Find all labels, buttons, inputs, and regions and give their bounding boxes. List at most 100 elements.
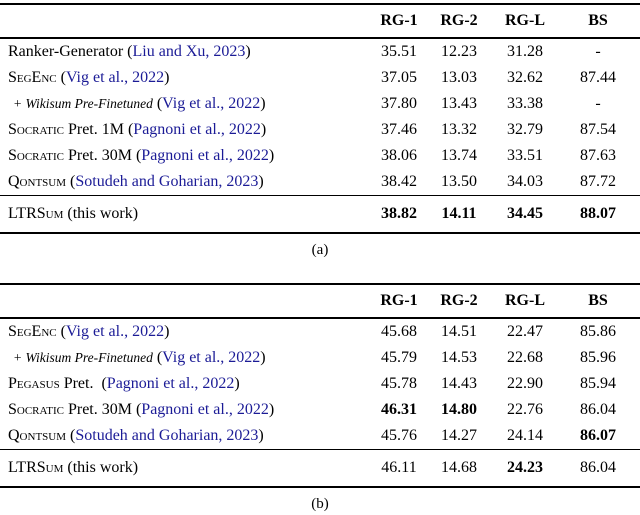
- pre-final-rule: [0, 194, 640, 196]
- final-row-slot: LTRSum (this work) 46.11 14.68 24.23 86.04: [0, 450, 640, 486]
- metric-value: 86.04: [580, 459, 616, 476]
- column-header: RG-2: [440, 12, 478, 29]
- column-header: BS: [588, 12, 608, 29]
- metric-value: 34.45: [507, 205, 543, 222]
- metric-value: 33.38: [507, 94, 543, 112]
- label-text: ): [268, 401, 275, 418]
- metric-value: 22.68: [507, 348, 543, 366]
- label-text: + Wikisum Pre-Finetuned: [13, 349, 153, 365]
- metric-value: 32.62: [507, 68, 543, 86]
- label-text: SegEnc: [8, 323, 57, 340]
- citation-link[interactable]: Pagnoni et al., 2022: [133, 121, 261, 138]
- label-text: Ranker-Generator (: [8, 43, 133, 60]
- label-text: Qontsum: [8, 173, 67, 190]
- metric-value: 13.32: [441, 120, 477, 138]
- metric-value: 38.42: [381, 172, 417, 190]
- citation-link[interactable]: Vig et al., 2022: [162, 95, 261, 112]
- model-label: LTRSum (this work): [0, 206, 370, 222]
- metric-value: 87.63: [580, 146, 616, 164]
- bottom-rule: [0, 232, 640, 234]
- model-row: SegEnc (Vig et al., 2022) 45.68 14.51 22.47…: [0, 319, 640, 345]
- metric-value: 45.79: [381, 348, 417, 366]
- label-text: ): [258, 427, 264, 444]
- metric-value: 24.14: [507, 426, 543, 444]
- metric-value: 85.96: [580, 348, 616, 366]
- results-table-a: RG-1 RG-2 RG-L BS Ranker-Generator (Liu and…: [0, 3, 640, 261]
- column-header: RG-L: [505, 12, 545, 29]
- label-text: (this work): [63, 206, 139, 222]
- model-row: + Wikisum Pre-Finetuned (Vig et al., 202…: [0, 91, 640, 117]
- model-label: Qontsum (Sotudeh and Goharian, 2023): [0, 428, 370, 444]
- label-text: (: [152, 349, 163, 366]
- metric-value: 14.11: [441, 205, 477, 222]
- metric-value: 46.11: [381, 459, 417, 476]
- metric-value: 22.76: [507, 400, 543, 418]
- label-text: ): [260, 95, 266, 112]
- citation-link[interactable]: Pagnoni et al., 2022: [141, 401, 269, 418]
- citation-link[interactable]: Sotudeh and Goharian, 2023: [75, 427, 259, 444]
- metric-value: 38.06: [381, 146, 417, 164]
- model-row: Socratic Pret. 1M (Pagnoni et al., 2022)…: [0, 117, 640, 143]
- label-text: Pret. (: [59, 375, 107, 392]
- table-body: Ranker-Generator (Liu and Xu, 2023) 35.51…: [0, 39, 640, 195]
- metric-value: -: [595, 42, 601, 60]
- label-text: ): [268, 147, 275, 164]
- model-label: + Wikisum Pre-Finetuned (Vig et al., 202…: [0, 96, 370, 112]
- model-label: Pegasus Pret. (Pagnoni et al., 2022): [0, 376, 370, 392]
- metric-value: 38.82: [381, 205, 417, 222]
- subtable-caption-a: (a): [311, 242, 329, 258]
- metric-value: 87.44: [580, 68, 616, 86]
- label-text: Pret. 30M (: [63, 147, 142, 164]
- model-row: Socratic Pret. 30M (Pagnoni et al., 2022…: [0, 143, 640, 169]
- metric-value: 13.74: [441, 146, 477, 164]
- metric-value: 14.51: [441, 322, 477, 340]
- metric-value: 35.51: [381, 42, 417, 60]
- citation-link[interactable]: Sotudeh and Goharian, 2023: [75, 173, 259, 190]
- final-model-row: LTRSum (this work) 46.11 14.68 24.23 86.04: [0, 450, 640, 486]
- label-text: Pegasus: [8, 375, 60, 392]
- metric-value: 86.04: [580, 400, 616, 418]
- citation-link[interactable]: Pagnoni et al., 2022: [106, 375, 235, 392]
- metric-value: 88.07: [580, 205, 616, 222]
- model-row: Qontsum (Sotudeh and Goharian, 2023) 38.4…: [0, 169, 640, 195]
- top-rule: [0, 3, 640, 5]
- metric-value: 32.79: [507, 120, 543, 138]
- metric-value: 14.80: [441, 400, 477, 418]
- model-row: Ranker-Generator (Liu and Xu, 2023) 35.51…: [0, 39, 640, 65]
- label-text: (: [56, 69, 66, 86]
- metric-value: 86.07: [580, 426, 616, 444]
- citation-link[interactable]: Liu and Xu, 2023: [132, 43, 246, 60]
- metric-value: 14.68: [441, 459, 477, 476]
- metric-value: 45.68: [381, 322, 417, 340]
- metric-value: 87.72: [580, 172, 616, 190]
- model-label: + Wikisum Pre-Finetuned (Vig et al., 202…: [0, 350, 370, 366]
- label-text: (: [56, 323, 66, 340]
- citation-link[interactable]: Vig et al., 2022: [162, 349, 261, 366]
- metric-value: 45.76: [381, 426, 417, 444]
- metric-value: 85.86: [580, 322, 616, 340]
- model-row: Pegasus Pret. (Pagnoni et al., 2022) 45.7…: [0, 371, 640, 397]
- metric-value: 37.05: [381, 68, 417, 86]
- metric-value: 34.03: [507, 172, 543, 190]
- citation-link[interactable]: Pagnoni et al., 2022: [141, 147, 269, 164]
- model-row: Socratic Pret. 30M (Pagnoni et al., 2022…: [0, 397, 640, 423]
- label-text: LTRSum: [8, 460, 64, 476]
- header-row: RG-1 RG-2 RG-L BS: [0, 285, 640, 317]
- label-text: Socratic: [8, 401, 64, 418]
- pre-final-rule: [0, 448, 640, 450]
- header-rule: [0, 37, 640, 39]
- label-text: LTRSum: [8, 206, 64, 222]
- final-row-slot: LTRSum (this work) 38.82 14.11 34.45 88.07: [0, 196, 640, 232]
- label-text: Pret. 1M (: [63, 121, 134, 138]
- model-label: Qontsum (Sotudeh and Goharian, 2023): [0, 174, 370, 190]
- results-table-b: RG-1 RG-2 RG-L BS SegEnc (Vig et al., 2022)…: [0, 283, 640, 515]
- column-header: RG-L: [505, 292, 545, 309]
- citation-link[interactable]: Vig et al., 2022: [65, 323, 165, 340]
- citation-link[interactable]: Vig et al., 2022: [65, 69, 165, 86]
- model-row: + Wikisum Pre-Finetuned (Vig et al., 202…: [0, 345, 640, 371]
- metric-value: 13.03: [441, 68, 477, 86]
- metric-value: 37.80: [381, 94, 417, 112]
- subtable-caption-b: (b): [311, 496, 329, 512]
- metric-value: 24.23: [507, 459, 543, 476]
